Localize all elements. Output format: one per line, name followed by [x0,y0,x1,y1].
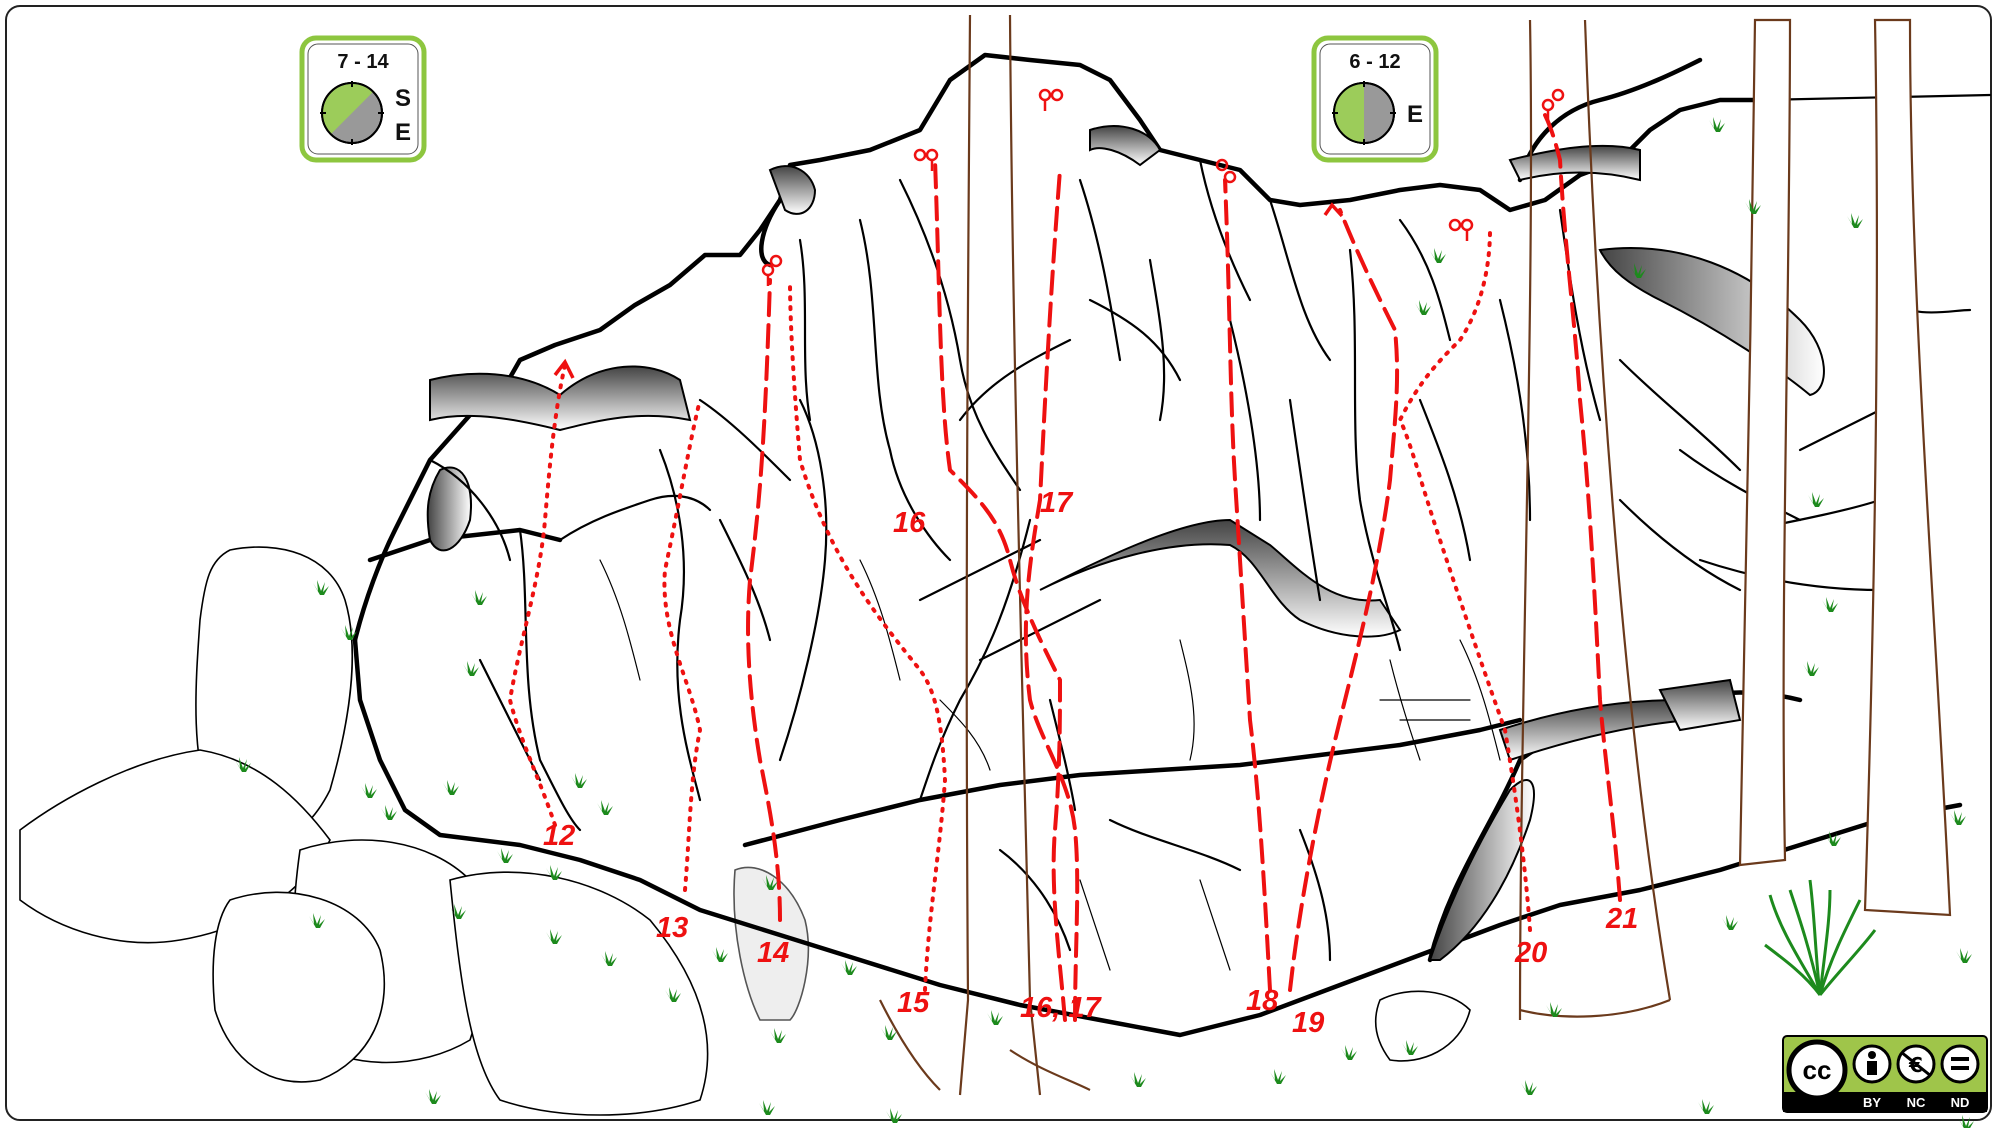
noncommercial-icon: € [1896,1044,1936,1084]
route-18-line [1223,178,1272,992]
cc-license-badge: cc € BY NC ND [1782,1035,1988,1113]
route-label-14: 14 [757,937,789,969]
route-label-17: 17 [1040,487,1074,519]
anchors [761,88,1565,286]
route-labels: 12 13 14 15 16 16, 17 17 18 19 20 21 [543,487,1638,1039]
route-label-20: 20 [1514,937,1547,969]
anchor-icon [1038,88,1064,111]
route-label-15: 15 [897,987,930,1019]
route-20-line [1397,228,1532,932]
sun-dir-a: S [395,85,411,112]
trees [879,14,1952,1096]
sun-hours-label: 6 - 12 [1349,51,1400,73]
route-label-13: 13 [656,912,688,944]
sun-dir-b: E [395,119,411,146]
cc-badge-text: cc [1803,1055,1832,1085]
route-label-18: 18 [1246,985,1279,1017]
rock-outline [352,52,1963,1038]
route-12-line [507,363,567,827]
cc-icon: cc [1786,1039,1848,1101]
grass-clump [1764,879,1877,996]
license-term-by: BY [1863,1095,1881,1110]
route-17-line [1023,168,1080,1022]
route-21-line [1543,113,1622,902]
route-label-16-17: 16, 17 [1020,992,1102,1024]
route-label-12: 12 [543,820,575,852]
sun-exposure-box-se: 7 - 14 S E [299,35,427,163]
sun-hours-label: 7 - 14 [337,51,389,73]
sun-dir-a: E [1407,101,1423,128]
route-19-line [1288,208,1400,992]
attribution-icon [1852,1044,1892,1084]
boulder-field [19,546,1471,1116]
anchor-icon [913,148,939,171]
route-label-16: 16 [893,507,926,539]
sun-dial-icon [320,81,384,145]
license-term-nd: ND [1951,1095,1970,1110]
anchor-icon [761,254,783,286]
route-label-21: 21 [1605,903,1638,935]
noderivatives-icon [1940,1044,1980,1084]
route-label-19: 19 [1292,1007,1324,1039]
sun-dial-icon [1332,81,1396,145]
anchor-icon [1215,158,1237,193]
anchor-icon [1541,88,1565,121]
route-14-line [746,278,782,922]
sun-exposure-box-e: 6 - 12 E [1311,35,1439,163]
license-term-nc: NC [1907,1095,1926,1110]
anchor-icon [1448,218,1474,241]
routes [507,113,1622,1022]
